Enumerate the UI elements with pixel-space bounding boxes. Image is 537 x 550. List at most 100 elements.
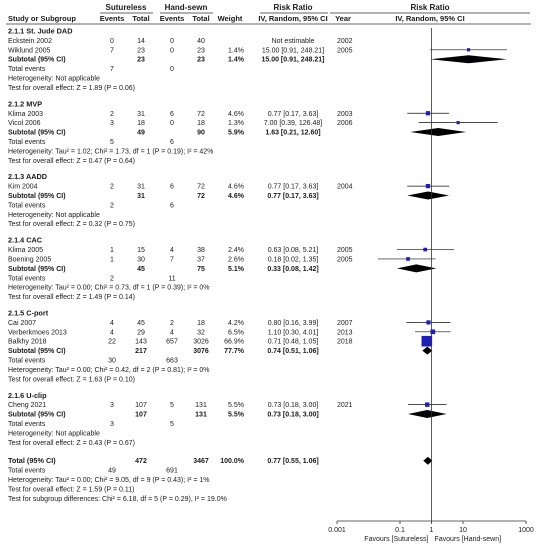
study-year: 2003: [337, 111, 353, 118]
study-marker: [424, 402, 430, 407]
subtotal-weight: 5.9%: [228, 130, 245, 137]
study-weight: 2.6%: [228, 256, 244, 263]
study-total2: 38: [197, 247, 205, 254]
study-year: 2005: [337, 47, 353, 54]
header-plot-title: Risk Ratio: [410, 3, 449, 12]
favours-left-label: Favours [Sutureless]: [364, 536, 428, 543]
total-events1: 2: [110, 202, 114, 209]
x-tick-label: 10: [459, 527, 467, 534]
study-name: Kim 2004: [8, 184, 38, 191]
subgroup-title: 2.1.2 MVP: [8, 99, 42, 108]
total-events1: 2: [110, 275, 114, 282]
total-events2: 11: [168, 275, 175, 282]
header-events1: Events: [100, 14, 125, 23]
study-year: 2013: [337, 329, 353, 336]
total-events-label: Total events: [8, 139, 46, 146]
overall-effect-text: Test for overall effect: Z = 0.47 (P = 0…: [8, 158, 135, 165]
subtotal-total2: 90: [197, 130, 205, 137]
total-events2: 663: [166, 358, 178, 365]
subtotal-total2: 72: [197, 193, 205, 200]
subtotal-total1: 45: [137, 266, 145, 273]
study-marker: [406, 257, 410, 261]
study-events1: 3: [110, 402, 114, 409]
study-total1: 14: [137, 38, 145, 45]
study-marker: [425, 183, 431, 189]
header-rr-method: IV, Random, 95% CI: [258, 14, 327, 23]
heterogeneity-text: Heterogeneity: Tau² = 1.02; Chi² = 1.73,…: [8, 148, 213, 155]
study-weight: 1.4%: [228, 47, 244, 54]
study-events2: 6: [170, 184, 174, 191]
heterogeneity-text: Heterogeneity: Not applicable: [8, 212, 100, 219]
overall-effect-text: Test for overall effect: Z = 1.89 (P = 0…: [8, 85, 135, 92]
study-weight: 1.3%: [228, 120, 244, 127]
study-total2: 37: [197, 256, 205, 263]
study-year: 2006: [337, 120, 353, 127]
study-name: Vicol 2006: [8, 120, 41, 127]
study-total2: 72: [197, 184, 205, 191]
subtotal-diamond: [422, 346, 433, 355]
study-year: 2004: [337, 184, 353, 191]
study-marker: [421, 335, 433, 347]
study-name: Verberkmoes 2013: [8, 329, 67, 336]
study-name: Cheng 2021: [8, 402, 46, 409]
subgroup-differences: Test for subgroup differences: Chi² = 6.…: [8, 496, 227, 503]
study-marker: [430, 329, 436, 335]
subtotal-total2: 75: [197, 266, 205, 273]
study-events1: 3: [110, 120, 114, 127]
subgroup-title: 2.1.1 St. Jude DAD: [8, 27, 72, 36]
study-total2: 32: [197, 329, 205, 336]
total-events-label: Total events: [8, 202, 46, 209]
total-events2: 5: [170, 421, 174, 428]
study-name: Boening 2005: [8, 256, 51, 263]
study-events2: 0: [170, 47, 174, 54]
study-events1: 0: [110, 38, 114, 45]
subtotal-total1: 23: [137, 57, 145, 64]
subtotal-diamond: [408, 410, 447, 419]
subtotal-ci: 0.73 [0.18, 3.00]: [267, 412, 318, 419]
total-label: Total (95% CI): [8, 456, 56, 465]
study-name: Wiklund 2005: [8, 47, 51, 54]
study-total1: 23: [137, 47, 145, 54]
total-events-label: Total events: [8, 275, 46, 282]
study-total2: 40: [197, 38, 205, 45]
subgroup-title: 2.1.3 AADD: [8, 172, 47, 181]
study-ci: 0.80 [0.16, 3.99]: [268, 320, 319, 327]
subtotal-ci: 0.33 [0.08, 1.42]: [267, 266, 318, 273]
header-events2: Events: [160, 14, 185, 23]
study-total2: 18: [197, 120, 205, 127]
study-events1: 4: [110, 320, 114, 327]
subtotal-total2: 23: [197, 57, 205, 64]
subtotal-ci: 0.74 [0.51, 1.06]: [267, 348, 318, 355]
total-events2: 691: [166, 468, 178, 475]
header-year: Year: [335, 14, 351, 23]
x-tick-label: 0.1: [395, 527, 405, 534]
study-ci: 0.63 [0.08, 5.21]: [268, 247, 319, 254]
study-marker: [426, 320, 431, 325]
study-year: 2018: [337, 339, 353, 346]
heterogeneity-text: Heterogeneity: Not applicable: [8, 76, 100, 83]
heterogeneity-text: Heterogeneity: Tau² = 0.00; Chi² = 0.42,…: [8, 367, 210, 374]
subtotal-label: Subtotal (95% CI): [8, 266, 66, 273]
study-weight: 66.9%: [224, 339, 244, 346]
total-events1: 7: [110, 66, 114, 73]
subtotal-label: Subtotal (95% CI): [8, 130, 66, 137]
subtotal-total1: 217: [135, 348, 147, 355]
subtotal-weight: 5.1%: [228, 266, 245, 273]
overall-effect-text: Test for overall effect: Z = 1.63 (P = 0…: [8, 376, 135, 383]
study-name: Balkhy 2018: [8, 339, 47, 346]
header-study: Study or Subgroup: [8, 14, 76, 23]
study-name: Eckstein 2002: [8, 38, 52, 45]
study-total2: 3026: [193, 339, 209, 346]
study-total2: 72: [197, 111, 205, 118]
study-weight: 2.4%: [228, 247, 244, 254]
study-ci: 0.73 [0.18, 3.00]: [268, 402, 319, 409]
total-total2: 3467: [193, 458, 209, 465]
subtotal-weight: 5.5%: [228, 412, 245, 419]
study-weight: 6.5%: [228, 329, 244, 336]
total-events1: 3: [110, 421, 114, 428]
study-total1: 143: [135, 339, 147, 346]
x-tick-label: 1: [430, 527, 434, 534]
total-ci: 0.77 [0.55, 1.06]: [267, 458, 318, 465]
study-events1: 4: [110, 329, 114, 336]
